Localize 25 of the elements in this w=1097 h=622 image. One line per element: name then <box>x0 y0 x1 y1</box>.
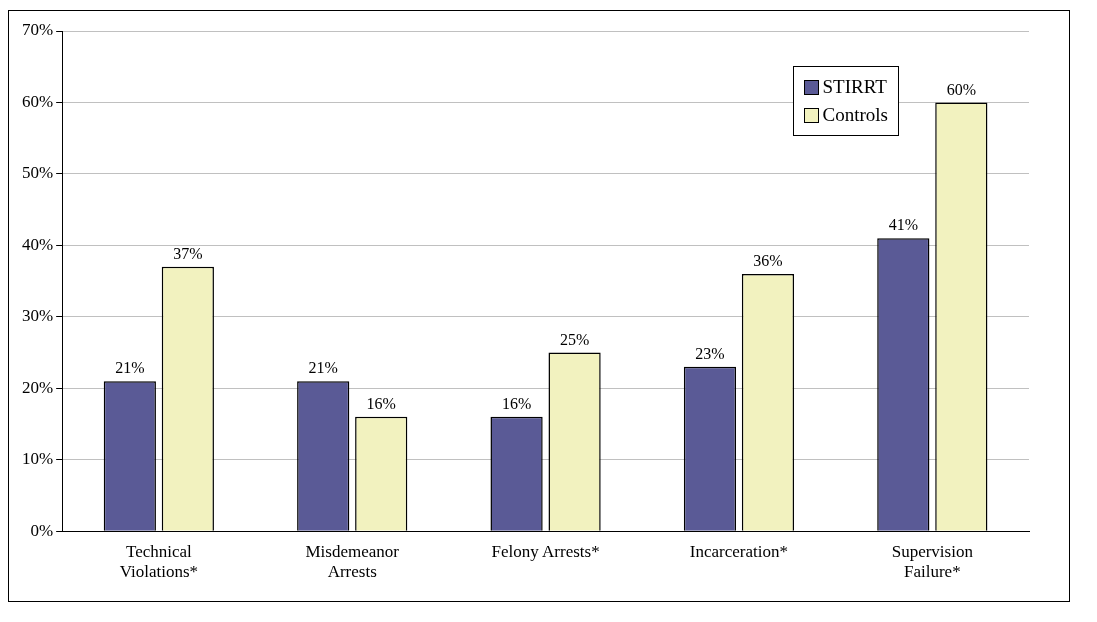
x-tick-label: Incarceration* <box>689 541 789 561</box>
y-tick-label: 70% <box>21 20 54 40</box>
data-label: 21% <box>115 359 145 377</box>
data-label: 36% <box>753 252 783 270</box>
data-label: 16% <box>366 395 396 413</box>
x-tick-label: Technical Violations* <box>119 541 198 582</box>
x-tick-label: Supervision Failure* <box>891 541 974 582</box>
x-tick-label: Felony Arrests* <box>491 541 600 561</box>
x-tick-label: Misdemeanor Arrests <box>305 541 400 582</box>
y-tick-label: 30% <box>21 306 54 326</box>
data-label: 37% <box>173 245 203 263</box>
data-label: 25% <box>559 330 590 348</box>
y-tick-label: 0% <box>30 520 54 540</box>
y-tick-label: 10% <box>21 449 54 469</box>
y-tick-label: 60% <box>21 91 54 111</box>
legend-label: STIRRT <box>822 75 887 99</box>
data-label: 21% <box>308 359 338 377</box>
y-tick-label: 40% <box>21 234 54 254</box>
y-tick-label: 50% <box>21 163 54 183</box>
legend-label: Controls <box>822 103 888 127</box>
data-label: 60% <box>946 80 976 98</box>
data-label: 16% <box>501 395 532 413</box>
data-label: 23% <box>695 345 725 363</box>
y-tick-label: 20% <box>21 377 54 397</box>
data-label: 41% <box>888 216 918 234</box>
